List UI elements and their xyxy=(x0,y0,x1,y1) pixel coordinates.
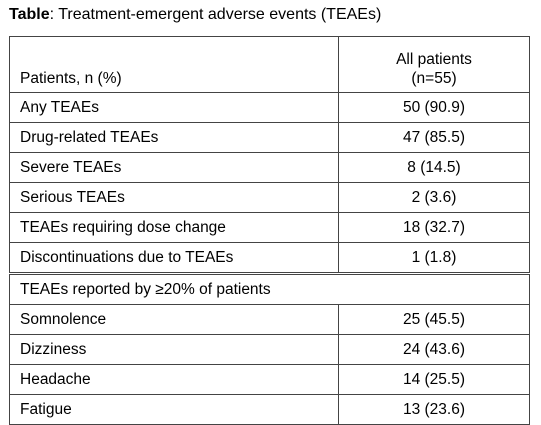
row-value: 50 (90.9) xyxy=(338,92,530,123)
table-row: Any TEAEs 50 (90.9) xyxy=(9,92,530,123)
row-value: 47 (85.5) xyxy=(338,122,530,153)
row-value: 8 (14.5) xyxy=(338,152,530,183)
row-value: 14 (25.5) xyxy=(338,364,530,395)
row-value: 25 (45.5) xyxy=(338,304,530,335)
row-value: 18 (32.7) xyxy=(338,212,530,243)
table-row: Fatigue 13 (23.6) xyxy=(9,394,530,425)
row-label: Severe TEAEs xyxy=(9,152,339,183)
row-label: Discontinuations due to TEAEs xyxy=(9,242,339,275)
caption-text: : Treatment-emergent adverse events (TEA… xyxy=(49,6,382,23)
row-label: Serious TEAEs xyxy=(9,182,339,213)
table-body: Patients, n (%) All patients (n=55) Any T… xyxy=(9,36,530,425)
section-row: TEAEs reported by ≥20% of patients xyxy=(9,273,530,305)
table-row: Somnolence 25 (45.5) xyxy=(9,304,530,335)
row-label: TEAEs requiring dose change xyxy=(9,212,339,243)
row-value: 13 (23.6) xyxy=(338,394,530,425)
header-line: All patients xyxy=(396,51,472,68)
table-row: Drug-related TEAEs 47 (85.5) xyxy=(9,122,530,153)
table-row: Discontinuations due to TEAEs 1 (1.8) xyxy=(9,242,530,275)
row-value: 1 (1.8) xyxy=(338,242,530,275)
header-row: Patients, n (%) All patients (n=55) xyxy=(9,36,530,93)
table-row: Headache 14 (25.5) xyxy=(9,364,530,395)
row-value: 2 (3.6) xyxy=(338,182,530,213)
table-row: TEAEs requiring dose change 18 (32.7) xyxy=(9,212,530,243)
section-label: TEAEs reported by ≥20% of patients xyxy=(9,273,530,305)
table-row: Severe TEAEs 8 (14.5) xyxy=(9,152,530,183)
adverse-events-table: Patients, n (%) All patients (n=55) Any T… xyxy=(9,36,530,425)
row-label: Headache xyxy=(9,364,339,395)
row-label: Any TEAEs xyxy=(9,92,339,123)
header-cell: All patients (n=55) xyxy=(338,36,530,93)
row-label: Dizziness xyxy=(9,334,339,365)
row-label: Fatigue xyxy=(9,394,339,425)
row-label: Drug-related TEAEs xyxy=(9,122,339,153)
table-row: Dizziness 24 (43.6) xyxy=(9,334,530,365)
row-label: Somnolence xyxy=(9,304,339,335)
table-caption: Table: Treatment-emergent adverse events… xyxy=(9,6,381,24)
caption-label: Table xyxy=(9,6,50,23)
row-value: 24 (43.6) xyxy=(338,334,530,365)
header-line: (n=55) xyxy=(411,70,457,87)
table-row: Serious TEAEs 2 (3.6) xyxy=(9,182,530,213)
header-cell: Patients, n (%) xyxy=(9,36,339,93)
